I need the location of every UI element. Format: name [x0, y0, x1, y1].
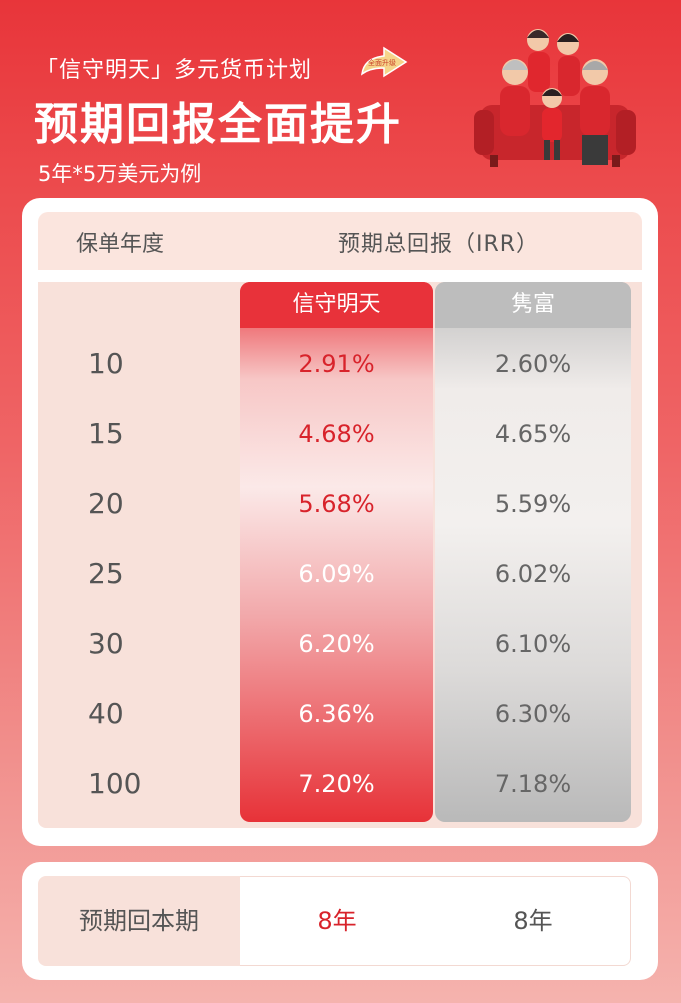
plan-a-irr: 2.91%	[298, 350, 375, 378]
payback-values-row: 8年 8年	[240, 876, 631, 966]
policy-year: 40	[88, 697, 124, 730]
family-sofa-illustration	[474, 29, 636, 167]
plan-a-irr: 6.20%	[298, 630, 375, 658]
plan-a-irr: 6.36%	[298, 700, 375, 728]
irr-comparison-table: 保单年度 预期总回报（IRR） 信守明天 隽富 10 2.91% 2.60% 1…	[22, 198, 658, 846]
table-row: 10 2.91% 2.60%	[38, 339, 642, 389]
policy-year: 15	[88, 417, 124, 450]
plan-b-irr: 6.30%	[494, 700, 572, 728]
svg-text:全面升级: 全面升级	[368, 58, 396, 67]
table-row: 40 6.36% 6.30%	[38, 689, 642, 739]
table-row: 20 5.68% 5.59%	[38, 479, 642, 529]
payback-label-cell: 预期回本期	[38, 876, 240, 966]
table-row: 15 4.68% 4.65%	[38, 409, 642, 459]
plan-b-column	[435, 282, 631, 822]
table-row: 100 7.20% 7.18%	[38, 759, 642, 809]
plan-a-header: 信守明天	[240, 282, 433, 328]
table-row: 30 6.20% 6.10%	[38, 619, 642, 669]
plan-subtitle: 「信守明天」多元货币计划	[36, 58, 313, 83]
plan-a-irr: 7.20%	[298, 770, 375, 798]
plan-a-column	[240, 282, 433, 822]
plan-b-irr: 6.10%	[494, 630, 572, 658]
policy-year: 30	[88, 627, 124, 660]
plan-b-irr: 5.59%	[494, 490, 572, 518]
table-header-row: 保单年度 预期总回报（IRR）	[38, 212, 642, 270]
payback-period-table: 预期回本期 8年 8年	[22, 862, 658, 980]
example-note: 5年*5万美元为例	[38, 162, 202, 186]
policy-year-header: 保单年度	[76, 232, 165, 257]
plan-a-payback: 8年	[317, 907, 357, 935]
plan-a-irr: 4.68%	[298, 420, 375, 448]
page-title: 预期回报全面提升	[34, 99, 402, 150]
plan-b-payback: 8年	[513, 907, 553, 935]
plan-b-irr: 7.18%	[494, 770, 572, 798]
plan-a-irr: 5.68%	[298, 490, 375, 518]
table-row: 25 6.09% 6.02%	[38, 549, 642, 599]
policy-year: 25	[88, 557, 124, 590]
policy-year: 10	[88, 347, 124, 380]
plan-b-irr: 4.65%	[494, 420, 572, 448]
table-body: 信守明天 隽富 10 2.91% 2.60% 15 4.68% 4.65% 20…	[38, 282, 642, 828]
plan-a-irr: 6.09%	[298, 560, 375, 588]
plan-b-header: 隽富	[435, 282, 631, 328]
payback-label: 预期回本期	[79, 907, 199, 935]
policy-year: 20	[88, 487, 124, 520]
page-header: 「信守明天」多元货币计划 全面升级 预期回报全面提升 5年*5万美元为例	[0, 0, 681, 200]
policy-year: 100	[88, 767, 142, 800]
plan-b-irr: 2.60%	[494, 350, 572, 378]
upgrade-arrow-icon: 全面升级	[361, 46, 408, 78]
plan-b-irr: 6.02%	[494, 560, 572, 588]
irr-header: 预期总回报（IRR）	[338, 232, 540, 257]
